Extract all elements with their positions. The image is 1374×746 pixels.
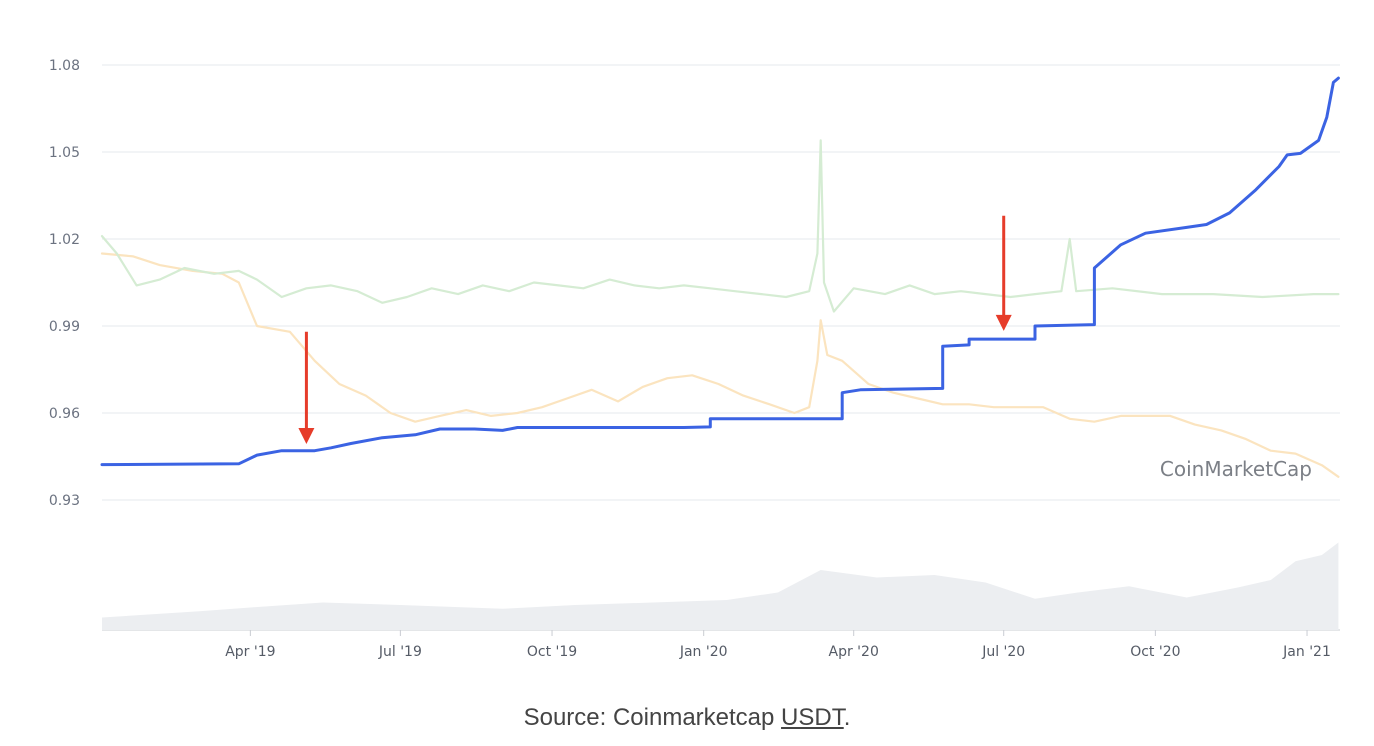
x-tick-label: Jul '19: [378, 644, 422, 660]
chart-background: [8, 26, 1368, 686]
y-tick-label: 1.05: [49, 145, 80, 161]
caption-prefix: Source: Coinmarketcap: [523, 704, 782, 731]
y-tick-label: 1.08: [49, 58, 80, 74]
grid-lines: [102, 64, 1340, 631]
chart-container: 1.08 1.05 1.02 0.99 0.96 0.93 Apr '19 Jul '19 O…: [8, 26, 1368, 686]
annotation-arrows: [298, 215, 1012, 444]
y-tick-label: 1.02: [49, 232, 80, 248]
x-axis-ticks: Apr '19 Jul '19 Oct '19 Jan '20 Apr '20 Jul '…: [225, 630, 1331, 660]
y-tick-label: 0.99: [49, 319, 80, 335]
volume-area-shape: [102, 542, 1339, 630]
x-tick-label: Jul '20: [981, 644, 1025, 660]
x-tick-label: Oct '19: [527, 644, 577, 660]
x-tick-label: Jan '21: [1282, 644, 1331, 660]
x-tick-label: Oct '20: [1130, 644, 1180, 660]
price-chart: 1.08 1.05 1.02 0.99 0.96 0.93 Apr '19 Jul '19 O…: [49, 58, 1340, 660]
x-tick-label: Apr '20: [829, 644, 879, 660]
watermark: CoinMarketCap: [1160, 457, 1312, 481]
y-tick-label: 0.93: [49, 493, 80, 509]
source-link[interactable]: USDT: [781, 704, 844, 731]
caption-suffix: .: [843, 704, 851, 731]
source-caption: Source: Coinmarketcap USDT.: [0, 704, 1374, 732]
x-tick-label: Apr '19: [225, 644, 275, 660]
annotation-arrow-head: [995, 314, 1012, 331]
series-line-faint: [100, 139, 1340, 313]
volume-area: [102, 542, 1339, 630]
annotation-arrow-head: [298, 428, 315, 444]
x-tick-label: Jan '20: [679, 644, 728, 660]
y-tick-label: 0.96: [49, 406, 80, 422]
series-lines: [100, 76, 1340, 478]
series-line-faint: [100, 252, 1340, 478]
y-axis-ticks: 1.08 1.05 1.02 0.99 0.96 0.93: [49, 58, 80, 509]
series-line-main: [100, 76, 1340, 467]
